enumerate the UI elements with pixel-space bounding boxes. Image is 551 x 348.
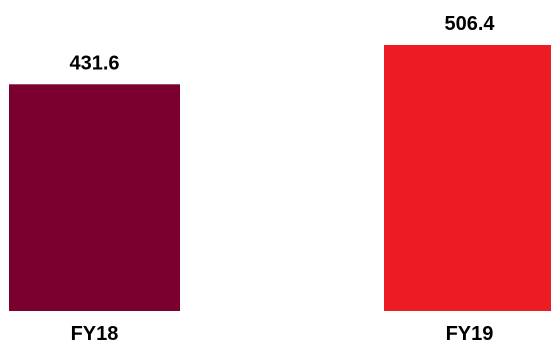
data-label-fy19: 506.4 xyxy=(444,13,495,35)
x-tick-label-fy19: FY19 xyxy=(446,323,494,345)
bar-fy19 xyxy=(384,45,551,311)
x-axis-tick-labels: FY18 FY19 xyxy=(71,323,494,345)
data-labels-group: 431.6 506.4 xyxy=(69,13,495,74)
x-tick-label-fy18: FY18 xyxy=(71,323,119,345)
bars-group xyxy=(9,45,551,311)
bar-fy18 xyxy=(9,84,180,311)
data-label-fy18: 431.6 xyxy=(69,52,119,74)
